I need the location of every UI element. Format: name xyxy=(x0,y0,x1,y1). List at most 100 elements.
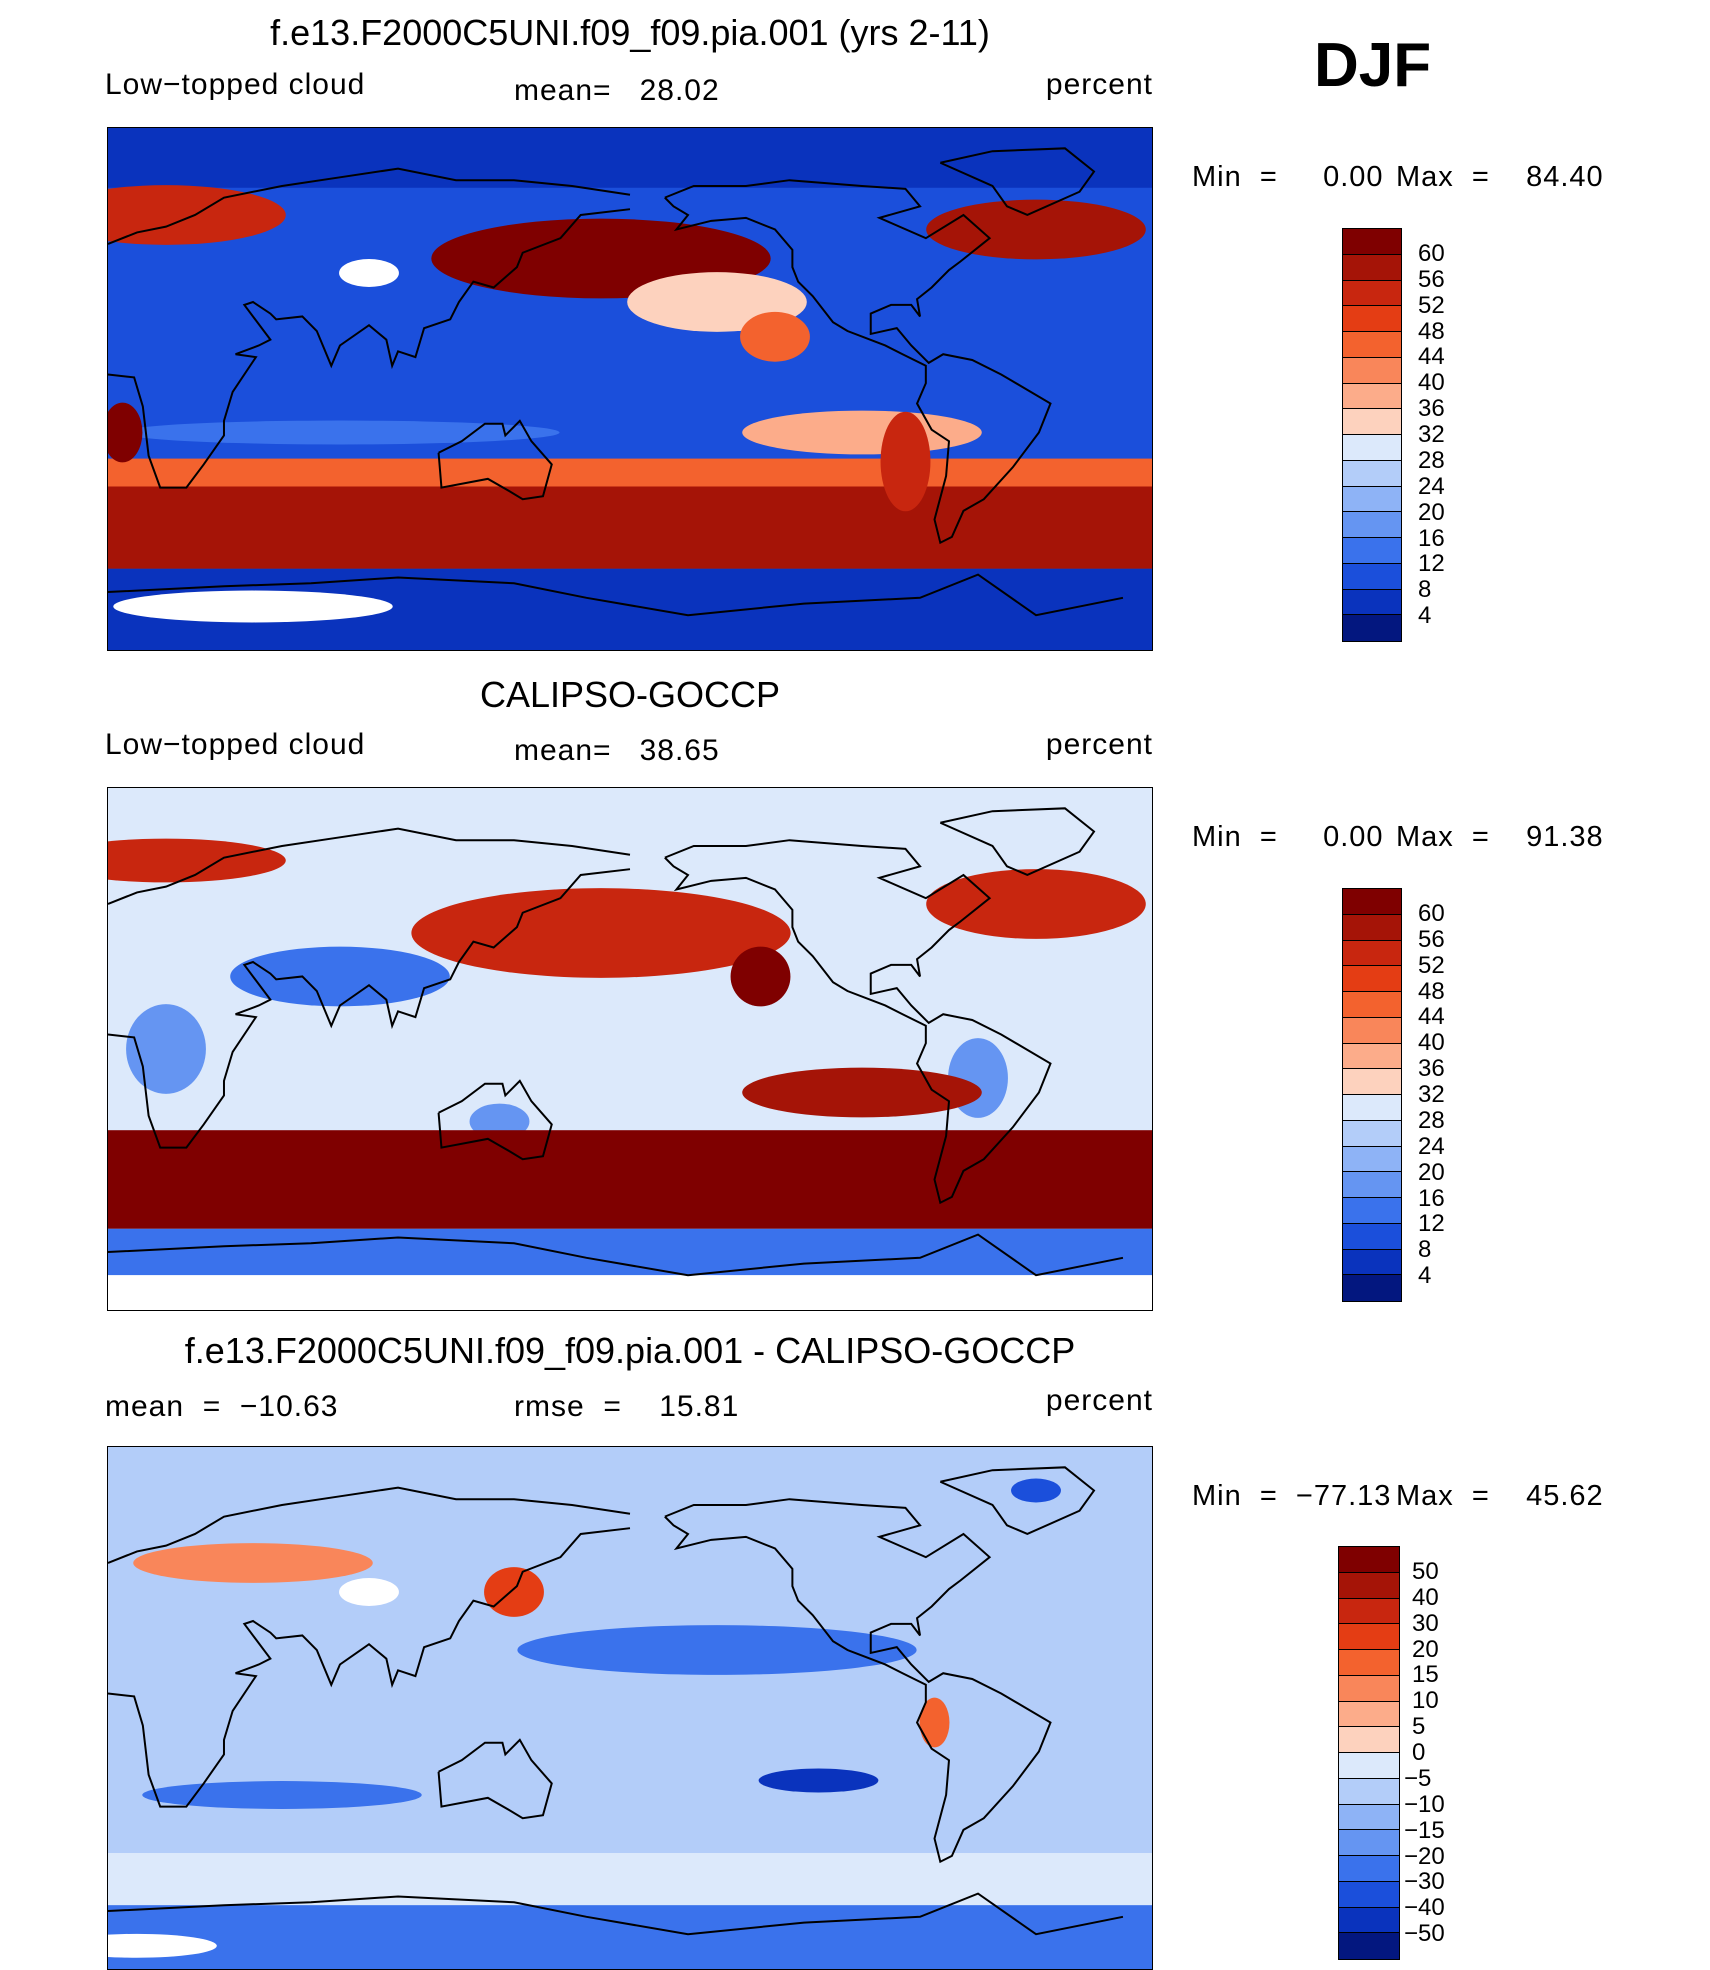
colorbar-swatch xyxy=(1339,1804,1399,1831)
panel1-min-label: Min = 0.00 xyxy=(1192,161,1384,193)
colorbar-swatch xyxy=(1339,1778,1399,1805)
coastline xyxy=(939,147,1096,217)
north-pacific-high-cloud xyxy=(411,888,791,978)
colorbar-tick-label: 20 xyxy=(1418,498,1445,526)
colorbar-tick-label: 32 xyxy=(1418,421,1445,448)
colorbar-swatch xyxy=(1343,1172,1401,1198)
andes-positive xyxy=(919,1697,950,1748)
missing-data-tibet xyxy=(339,259,399,287)
colorbar-swatch xyxy=(1343,1017,1401,1044)
colorbar-tick-label: 28 xyxy=(1418,1106,1445,1134)
coastline xyxy=(108,1892,1124,1936)
missing-data-antarctica xyxy=(113,590,393,623)
coastline xyxy=(437,1738,553,1820)
colorbar-swatch xyxy=(1343,914,1401,941)
colorbar-tick-label: 48 xyxy=(1418,977,1445,1005)
coastline xyxy=(108,1486,631,1564)
south-indian-negative xyxy=(142,1781,422,1809)
colorbar-swatch xyxy=(1343,435,1401,461)
colorbar-swatch xyxy=(1343,280,1401,307)
colorbar-swatch xyxy=(1343,1043,1401,1070)
colorbar-swatch xyxy=(1339,1572,1399,1599)
colorbar-tick-label: 30 xyxy=(1412,1609,1439,1637)
peru-stratocumulus xyxy=(880,411,931,512)
panel3-colorbar xyxy=(1338,1546,1400,1960)
colorbar-tick-label: −15 xyxy=(1404,1816,1445,1844)
north-atlantic-high-cloud xyxy=(926,199,1146,260)
colorbar-swatch xyxy=(1343,409,1401,435)
colorbar-swatch xyxy=(1343,1223,1401,1250)
colorbar-tick-label: 44 xyxy=(1418,343,1445,371)
coastline xyxy=(108,827,631,905)
missing-data-tibet xyxy=(339,1578,399,1606)
colorbar-swatch xyxy=(1339,1701,1399,1728)
missing-data-antarctica xyxy=(108,1933,217,1958)
pacific-negative xyxy=(517,1625,917,1675)
colorbar-tick-label: 28 xyxy=(1418,446,1445,474)
panel2-colorbar xyxy=(1342,888,1402,1302)
ne-pacific-stratocumulus xyxy=(730,946,791,1007)
coastline xyxy=(664,839,1052,1205)
colorbar-swatch xyxy=(1343,332,1401,358)
panel1-max-label: Max = 84.40 xyxy=(1396,161,1604,193)
panel2-colorbar-ticks: 60 56 52 48 44 40 36 32 28 24 20 16 12 8 4 xyxy=(1418,888,1478,1302)
colorbar-swatch xyxy=(1343,1120,1401,1147)
colorbar-tick-label: 12 xyxy=(1418,1210,1445,1238)
coastline xyxy=(108,208,631,489)
colorbar-swatch xyxy=(1343,1198,1401,1224)
colorbar-tick-label: 52 xyxy=(1418,951,1445,979)
panel3-rmse-label: rmse = 15.81 xyxy=(514,1390,740,1423)
coastline xyxy=(108,1233,1124,1277)
panel2-variable-label: Low−topped cloud xyxy=(105,728,366,761)
colorbar-swatch xyxy=(1343,1275,1401,1301)
colorbar-tick-label: 12 xyxy=(1418,550,1445,578)
colorbar-tick-label: 24 xyxy=(1418,1132,1445,1160)
colorbar-tick-label: 8 xyxy=(1418,1236,1432,1264)
colorbar-swatch xyxy=(1343,486,1401,513)
europe-high-cloud xyxy=(108,838,286,883)
colorbar-tick-label: 56 xyxy=(1418,925,1445,953)
colorbar-swatch xyxy=(1339,1830,1399,1856)
north-atlantic-high-cloud xyxy=(926,869,1146,939)
coastline xyxy=(939,807,1096,877)
panel1-title: f.e13.F2000C5UNI.f09_f09.pia.001 (yrs 2-… xyxy=(270,12,990,53)
se-pacific-band xyxy=(742,410,982,455)
coastline xyxy=(664,179,1052,545)
colorbar-tick-label: 36 xyxy=(1418,1055,1445,1083)
colorbar-tick-label: 44 xyxy=(1418,1003,1445,1031)
colorbar-swatch xyxy=(1339,1624,1399,1650)
coastline xyxy=(108,167,631,245)
panel1-colorbar-ticks: 60 56 52 48 44 40 36 32 28 24 20 16 12 8 4 xyxy=(1418,228,1478,642)
colorbar-tick-label: −40 xyxy=(1404,1894,1445,1922)
colorbar-swatch xyxy=(1339,1907,1399,1934)
japan-positive xyxy=(484,1567,544,1617)
missing-data-south-pole xyxy=(108,1275,1152,1310)
colorbar-tick-label: 20 xyxy=(1418,1158,1445,1186)
panel2-units-label: percent xyxy=(1045,728,1153,761)
panel2-map xyxy=(107,787,1153,1311)
panel3-units-label: percent xyxy=(1045,1384,1153,1417)
colorbar-swatch xyxy=(1343,1095,1401,1121)
coastline xyxy=(437,419,553,501)
panel3-title: f.e13.F2000C5UNI.f09_f09.pia.001 - CALIP… xyxy=(184,1330,1076,1371)
colorbar-tick-label: 5 xyxy=(1412,1713,1426,1741)
asia-low xyxy=(230,946,450,1007)
colorbar-swatch xyxy=(1343,889,1401,915)
antarctic-coast xyxy=(108,1228,1152,1276)
colorbar-swatch xyxy=(1339,1753,1399,1779)
colorbar-swatch xyxy=(1343,460,1401,487)
namibia-stratocumulus xyxy=(108,402,143,463)
panel1-variable-label: Low−topped cloud xyxy=(105,68,366,101)
season-label: DJF xyxy=(1314,31,1432,100)
colorbar-tick-label: −30 xyxy=(1404,1868,1445,1896)
colorbar-swatch xyxy=(1339,1727,1399,1753)
colorbar-swatch xyxy=(1343,992,1401,1018)
ne-pacific-stratocumulus xyxy=(740,311,810,362)
colorbar-tick-label: −20 xyxy=(1404,1842,1445,1870)
colorbar-swatch xyxy=(1343,357,1401,384)
colorbar-tick-label: 40 xyxy=(1412,1583,1439,1611)
panel3-max-label: Max = 45.62 xyxy=(1396,1480,1604,1512)
colorbar-tick-label: 10 xyxy=(1412,1687,1439,1715)
colorbar-swatch xyxy=(1343,1069,1401,1095)
panel1-units-label: percent xyxy=(1045,68,1153,101)
